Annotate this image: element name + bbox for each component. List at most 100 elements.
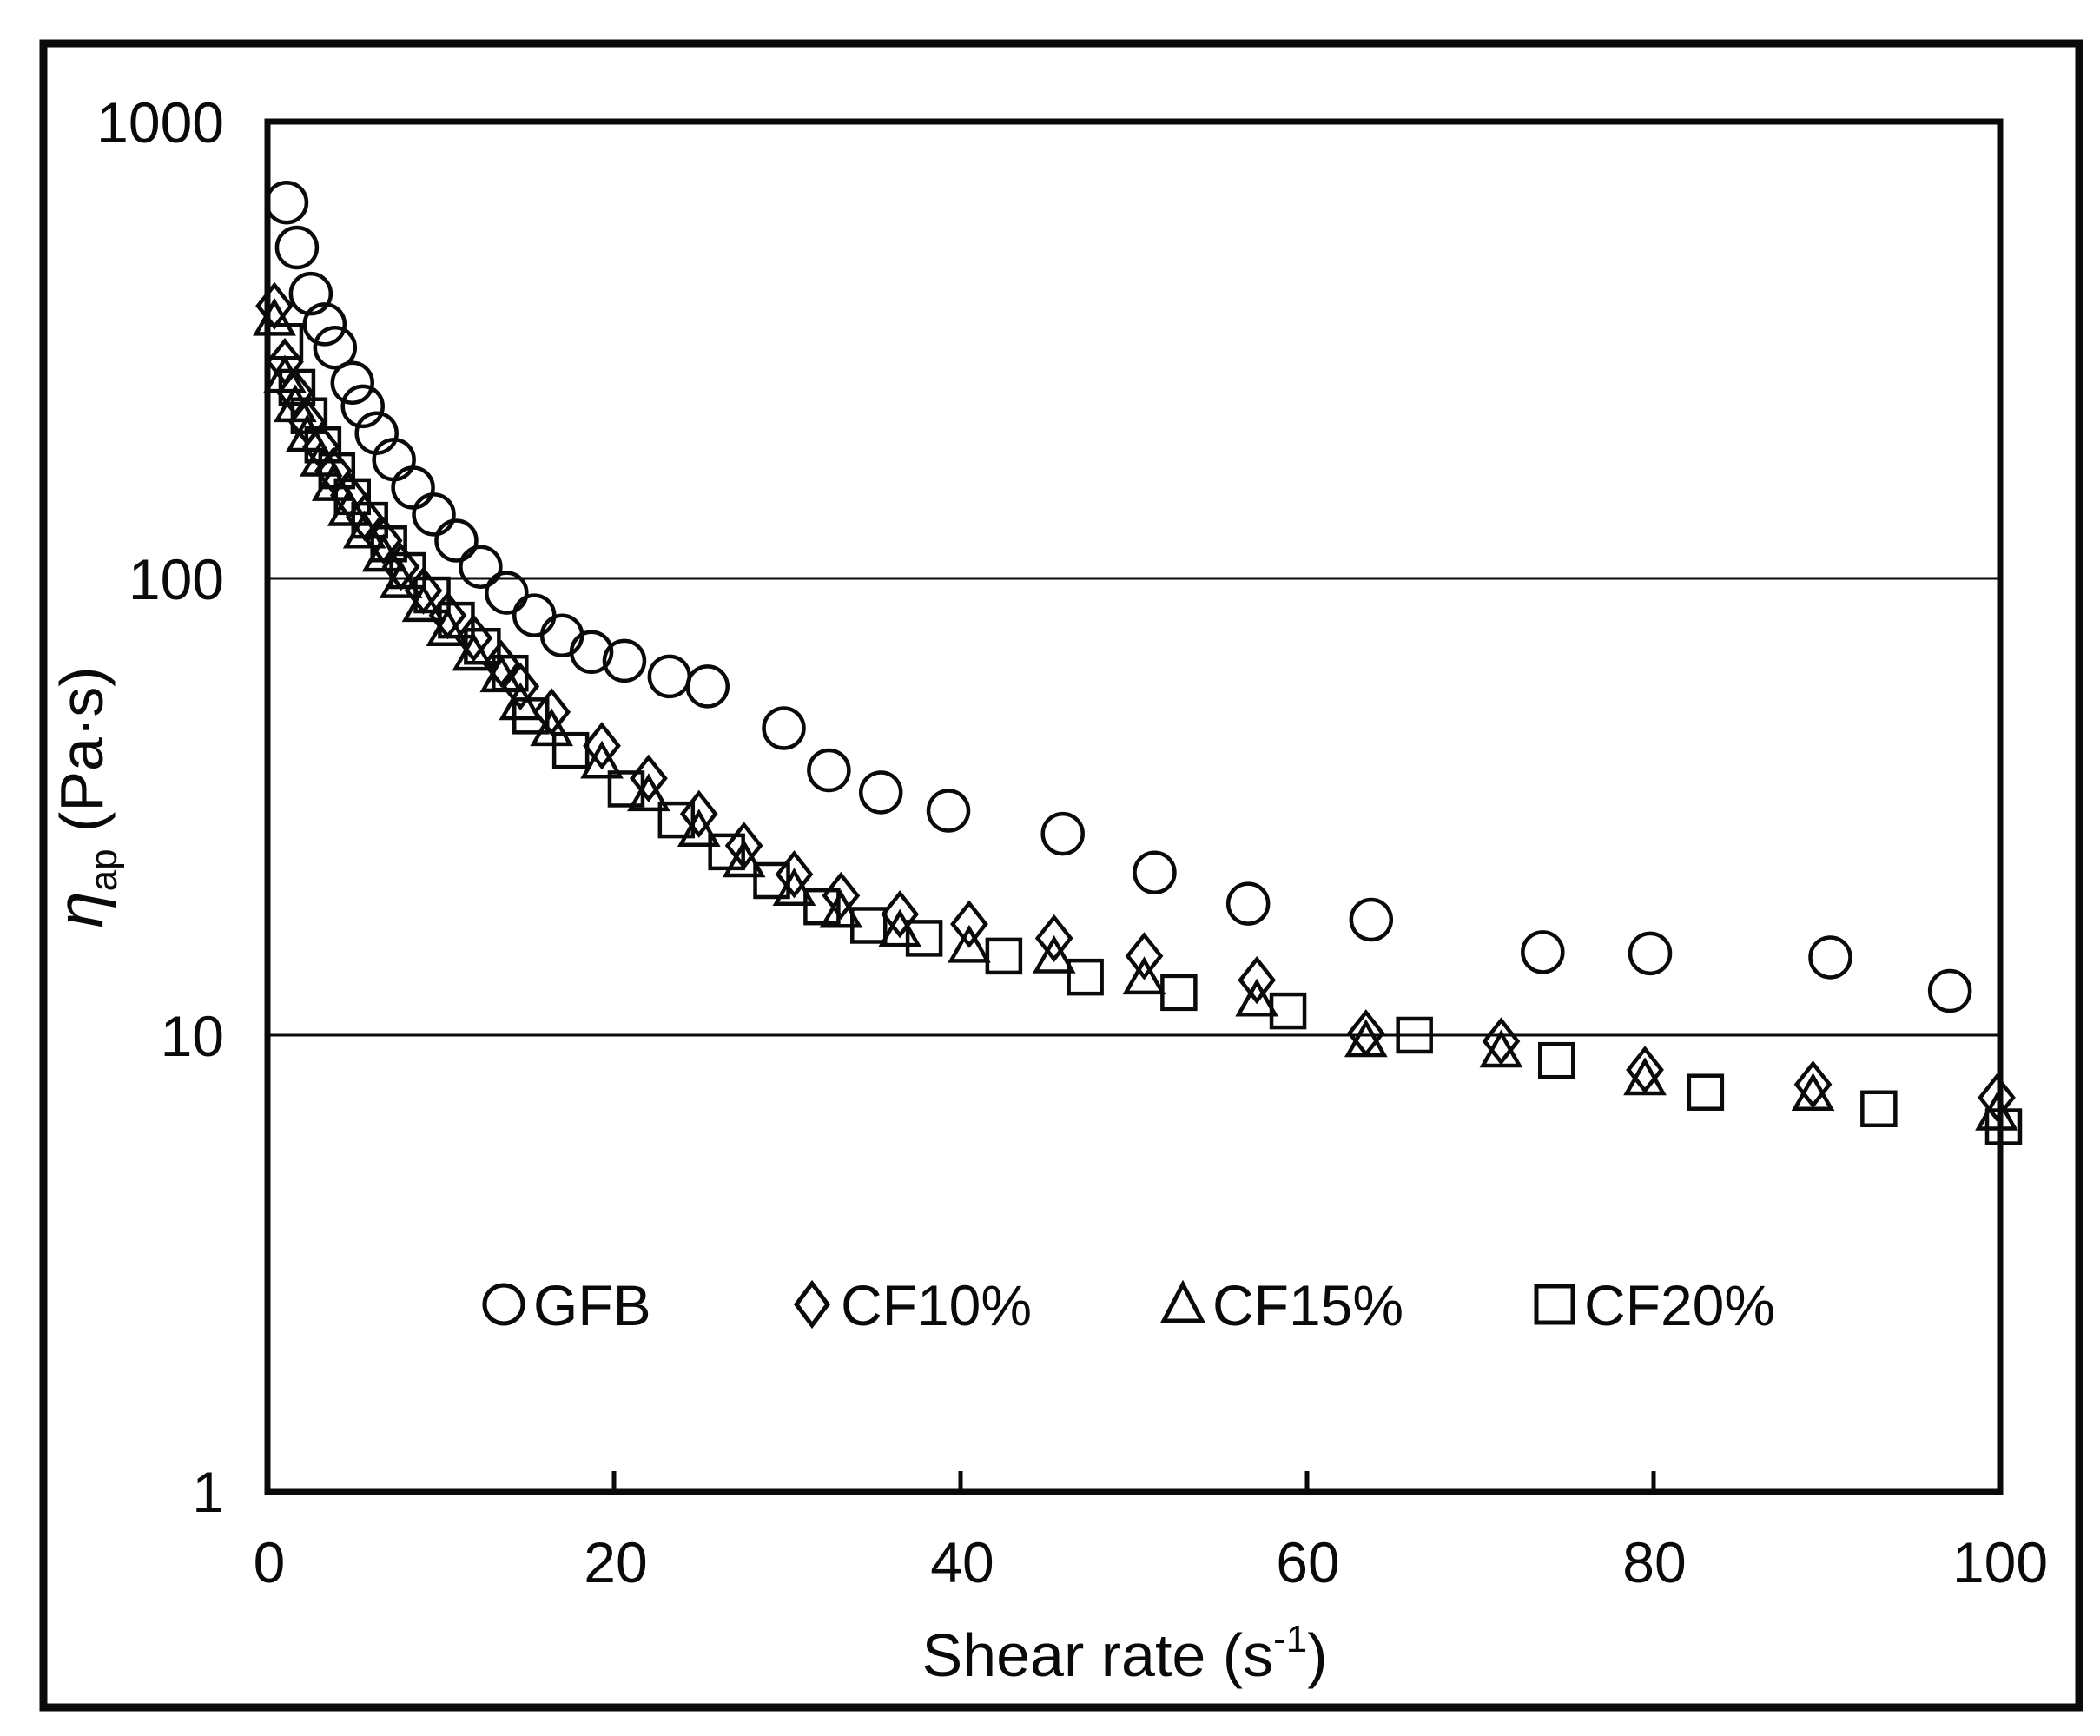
data-point-cf15 [1235,978,1279,1017]
data-point-cf20 [389,551,426,590]
figure-border [39,39,2083,1712]
data-point-cf10 [1978,1073,2016,1122]
data-point-cf10 [950,900,988,948]
data-point-cf10 [1034,914,1073,963]
data-point-cf10 [532,688,571,736]
x-tick-20: 20 [584,1530,647,1594]
x-axis-title: Shear rate (s-1) [921,1618,1327,1689]
data-point-cf20 [266,323,304,360]
data-point-cf10 [679,789,718,838]
x-tick-40: 40 [930,1530,994,1594]
data-point-cf15 [1032,934,1076,974]
data-point-cf15 [722,839,766,878]
data-point-gfb [340,384,385,429]
y-axis-title: ηap (Pa·s) [43,666,125,927]
data-point-cf15 [677,809,721,848]
data-point-cf10 [1626,1046,1664,1094]
data-point-gfb [1133,850,1177,894]
data-point-cf15 [772,868,816,906]
legend-square-icon [1534,1284,1575,1325]
data-point-gfb [807,748,851,793]
data-point-gfb [1808,935,1852,980]
y-tick-1: 1 [192,1460,224,1524]
data-point-cf10 [775,850,814,899]
data-point-cf20 [803,888,841,926]
data-point-cf10 [1793,1060,1833,1109]
data-point-cf20 [1860,1090,1898,1128]
data-point-cf15 [819,889,863,928]
data-point-cf20 [905,920,943,957]
data-point-cf15 [1479,1029,1523,1068]
data-point-gfb [412,492,456,537]
data-point-cf15 [499,682,543,721]
data-point-cf20 [1984,1108,2023,1145]
data-point-cf20 [753,861,790,900]
data-point-cf15 [948,924,991,963]
data-point-gfb [569,630,614,675]
data-point-gfb [459,545,503,589]
data-point-cf20 [438,601,475,639]
data-point-gfb [1628,931,1673,976]
data-point-gfb [288,271,333,316]
data-point-cf20 [351,501,388,539]
data-point-cf15 [1344,1019,1388,1058]
data-point-cf10 [1346,1009,1385,1058]
x-axis-tick-labels: 0 20 40 60 80 100 [254,1530,2048,1594]
data-point-cf20 [492,654,529,692]
legend-label-cf10: CF10% [841,1273,1032,1337]
data-point-cf20 [1687,1073,1725,1111]
plot-frame [264,118,2004,1495]
y-tick-10: 10 [161,1004,224,1068]
data-point-cf15 [580,740,624,779]
data-point-cf20 [1160,974,1198,1012]
data-points-layer [253,180,2023,1145]
data-point-cf20 [708,833,745,871]
legend-diamond-icon [793,1279,831,1330]
data-point-cf20 [290,397,328,434]
data-point-cf20 [850,907,888,944]
data-point-cf10 [1238,955,1277,1005]
data-point-cf20 [1538,1041,1575,1079]
data-point-gfb [602,638,647,683]
data-point-cf15 [530,708,574,747]
data-point-cf15 [1623,1057,1667,1096]
data-point-gfb [1521,930,1565,974]
data-point-cf15 [1122,956,1166,995]
data-point-gfb [926,789,971,833]
data-point-cf20 [985,937,1023,975]
legend-label-gfb: GFB [533,1273,651,1337]
data-point-cf20 [278,368,316,406]
data-point-gfb [434,518,479,563]
data-point-gfb [1927,968,1972,1013]
data-point-cf20 [1396,1016,1433,1054]
data-point-cf20 [551,731,590,769]
data-point-gfb [1225,881,1271,926]
data-point-gfb [539,613,584,657]
data-point-gfb [512,593,557,637]
data-point-gfb [485,571,529,615]
x-tick-0: 0 [254,1530,286,1594]
data-point-cf20 [1269,992,1307,1030]
data-point-cf20 [304,426,342,464]
data-point-gfb [391,465,435,510]
data-point-cf20 [1067,958,1104,996]
x-tick-60: 60 [1276,1530,1339,1594]
data-point-cf15 [253,297,296,336]
data-point-gfb [762,706,806,750]
data-point-gfb [313,326,358,370]
legend-label-cf15: CF15% [1212,1273,1403,1337]
data-point-gfb [1040,811,1085,856]
legend-triangle-icon [1159,1279,1206,1323]
gridlines [267,577,2000,1037]
data-point-cf10 [583,722,621,770]
x-tick-80: 80 [1622,1530,1686,1594]
data-point-cf10 [881,890,920,939]
y-axis-tick-labels: 1000 100 10 1 [96,90,224,1524]
x-tick-100: 100 [1952,1530,2048,1594]
data-point-cf15 [311,463,355,501]
data-point-cf20 [607,770,645,808]
legend-label-cf20: CF20% [1584,1273,1775,1337]
data-point-gfb [858,770,903,815]
